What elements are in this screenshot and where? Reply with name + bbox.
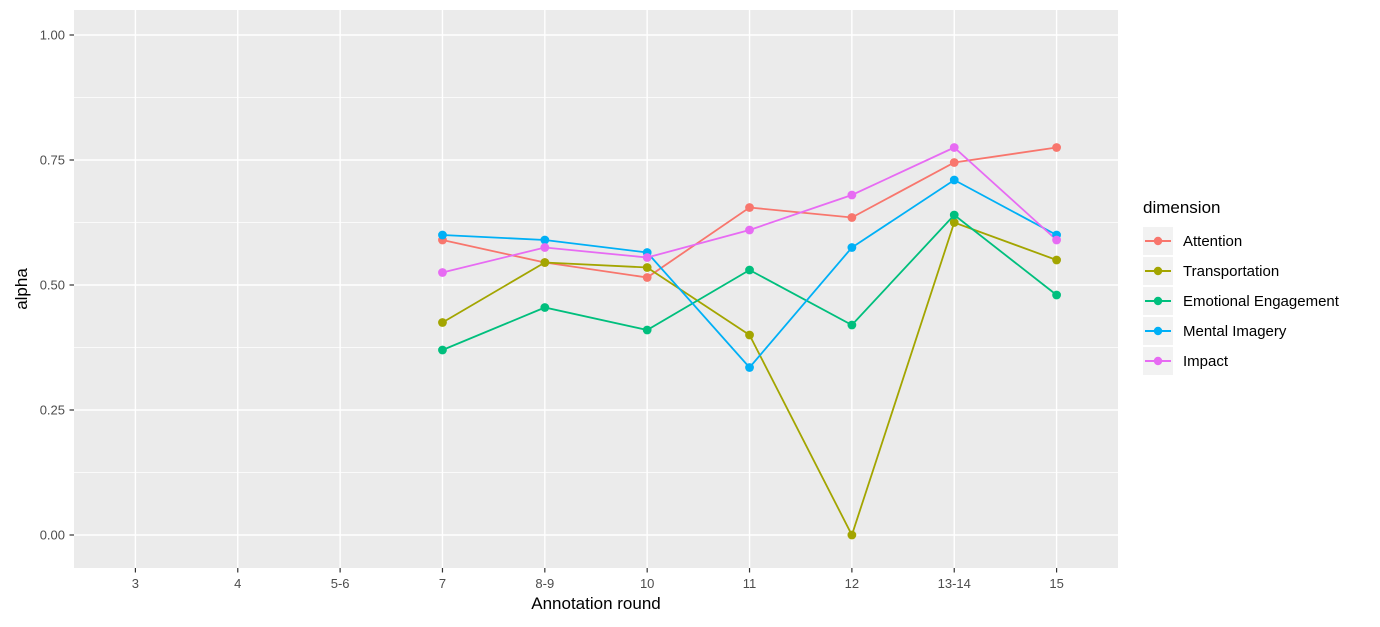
data-point-emotional-engagement-12 bbox=[847, 320, 857, 330]
legend-point-icon bbox=[1153, 236, 1163, 246]
data-point-mental-imagery-12 bbox=[847, 243, 857, 252]
data-point-emotional-engagement-11 bbox=[745, 265, 754, 275]
x-axis-tick-label: 4 bbox=[234, 576, 241, 591]
data-point-attention-12 bbox=[847, 213, 857, 222]
data-point-mental-imagery-13-14 bbox=[949, 175, 959, 185]
legend-key-swatch-icon bbox=[1143, 257, 1173, 285]
data-point-transportation-13-14 bbox=[949, 218, 959, 227]
x-axis-tick-label: 12 bbox=[845, 576, 859, 591]
legend-line-point-icon bbox=[1145, 326, 1171, 336]
legend-key-swatch-icon bbox=[1143, 227, 1173, 255]
legend-key-swatch-icon bbox=[1143, 347, 1173, 375]
data-point-transportation-7 bbox=[438, 318, 447, 327]
data-point-impact-15 bbox=[1052, 235, 1061, 245]
legend-entry-attention: Attention bbox=[1143, 226, 1339, 256]
legend-entry-label: Attention bbox=[1183, 232, 1243, 250]
x-axis-tick-label: 10 bbox=[640, 576, 654, 591]
y-axis-tick-label: 1.00 bbox=[40, 28, 65, 43]
data-point-attention-13-14 bbox=[949, 158, 959, 167]
x-axis-tick-label: 7 bbox=[439, 576, 446, 591]
legend-entry-label: Emotional Engagement bbox=[1183, 292, 1339, 310]
legend-line-point-icon bbox=[1145, 236, 1171, 246]
data-point-attention-11 bbox=[745, 203, 754, 212]
x-axis-tick-label: 8-9 bbox=[535, 576, 554, 591]
data-point-mental-imagery-7 bbox=[438, 230, 447, 240]
y-axis-tick-label: 0.50 bbox=[40, 278, 65, 293]
data-point-transportation-11 bbox=[745, 330, 754, 340]
x-axis-tick-label: 3 bbox=[132, 576, 139, 591]
legend-line-point-icon bbox=[1145, 266, 1171, 276]
data-point-emotional-engagement-8-9 bbox=[540, 303, 550, 312]
legend-point-icon bbox=[1153, 296, 1163, 306]
data-point-attention-10 bbox=[642, 273, 652, 282]
data-point-mental-imagery-8-9 bbox=[540, 235, 550, 245]
data-point-emotional-engagement-7 bbox=[438, 345, 447, 355]
panel-background bbox=[74, 10, 1118, 568]
data-point-emotional-engagement-13-14 bbox=[949, 210, 959, 220]
legend-line-point-icon bbox=[1145, 296, 1171, 306]
legend-key-swatch-icon bbox=[1143, 287, 1173, 315]
legend-point-icon bbox=[1153, 326, 1163, 336]
legend-entries: Attention Transportation Emotional Engagem… bbox=[1143, 226, 1339, 376]
data-point-mental-imagery-11 bbox=[745, 363, 754, 372]
y-axis-tick-label: 0.75 bbox=[40, 153, 65, 168]
data-point-impact-8-9 bbox=[540, 243, 550, 252]
data-point-transportation-8-9 bbox=[540, 258, 550, 267]
data-point-impact-7 bbox=[438, 268, 447, 277]
x-axis-tick-label: 15 bbox=[1049, 576, 1063, 591]
x-axis-tick-label: 11 bbox=[743, 576, 757, 591]
data-point-emotional-engagement-10 bbox=[642, 325, 652, 335]
data-point-transportation-15 bbox=[1052, 255, 1061, 265]
data-point-impact-12 bbox=[847, 190, 857, 200]
legend-entry-impact: Impact bbox=[1143, 346, 1339, 376]
x-axis-title: Annotation round bbox=[531, 594, 661, 613]
x-axis-tick-label: 5-6 bbox=[331, 576, 350, 591]
legend-point-icon bbox=[1153, 266, 1163, 276]
data-point-impact-13-14 bbox=[949, 143, 959, 152]
legend-line-point-icon bbox=[1145, 356, 1171, 366]
data-point-impact-11 bbox=[745, 225, 754, 235]
x-axis-tick-label: 13-14 bbox=[938, 576, 971, 591]
y-axis-tick-label: 0.00 bbox=[40, 528, 65, 543]
y-axis-tick-label: 0.25 bbox=[40, 403, 65, 418]
legend-entry-label: Impact bbox=[1183, 352, 1229, 370]
y-axis-title: alpha bbox=[12, 268, 31, 310]
legend-entry-mental-imagery: Mental Imagery bbox=[1143, 316, 1339, 346]
legend-title: dimension bbox=[1143, 198, 1221, 217]
legend-key-swatch-icon bbox=[1143, 317, 1173, 345]
data-point-transportation-10 bbox=[642, 263, 652, 272]
legend-entry-label: Transportation bbox=[1183, 262, 1280, 280]
data-point-attention-15 bbox=[1052, 143, 1061, 152]
legend-point-icon bbox=[1153, 356, 1163, 366]
legend: dimension Attention Transportation Emotion… bbox=[1143, 198, 1339, 376]
legend-entry-emotional-engagement: Emotional Engagement bbox=[1143, 286, 1339, 316]
data-point-transportation-12 bbox=[847, 530, 857, 540]
data-point-emotional-engagement-15 bbox=[1052, 290, 1061, 300]
legend-entry-transportation: Transportation bbox=[1143, 256, 1339, 286]
data-point-impact-10 bbox=[642, 253, 652, 262]
legend-entry-label: Mental Imagery bbox=[1183, 322, 1287, 340]
